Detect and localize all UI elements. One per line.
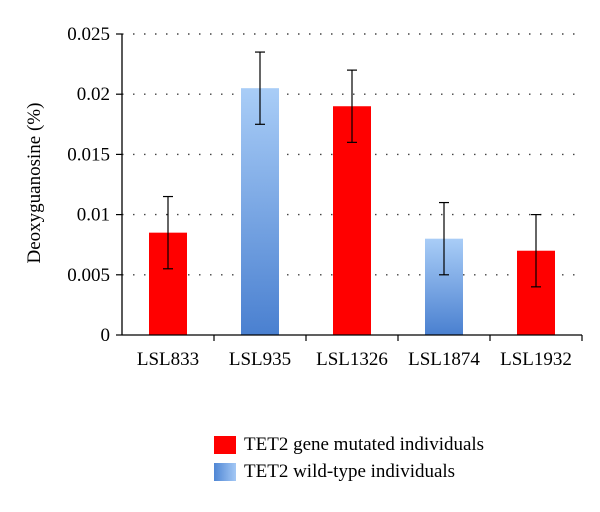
error-bars [163,51,541,288]
y-tick-label: 0.005 [67,265,110,286]
axes [116,33,583,341]
error-bar-lsl935 [255,51,265,125]
error-bar-lsl833 [163,195,173,270]
y-tick-labels: 0 0.005 0.01 0.015 0.02 0.025 [67,24,110,346]
y-tick-label: 0 [101,325,111,346]
x-tick-label: LSL935 [229,349,291,370]
legend: TET2 gene mutated individuals TET2 wild-… [214,431,484,485]
legend-swatch-mutated [214,435,236,454]
x-tick-label: LSL1874 [408,349,480,370]
x-tick-labels: LSL833 LSL935 LSL1326 LSL1874 LSL1932 [137,349,572,370]
x-tick-label: LSL1932 [500,349,572,370]
bar-lsl935 [241,88,279,336]
y-tick-label: 0.025 [67,24,110,45]
error-bar-lsl1932 [531,214,541,288]
x-tick-label: LSL833 [137,349,199,370]
bar-lsl1326 [333,106,371,336]
legend-item-mutated: TET2 gene mutated individuals [214,431,484,458]
y-tick-label: 0.015 [67,144,110,165]
x-tick-label: LSL1326 [316,349,388,370]
y-tick-label: 0.02 [77,84,110,105]
legend-label-wild-type: TET2 wild-type individuals [244,460,456,482]
legend-item-wild-type: TET2 wild-type individuals [214,458,484,485]
error-bar-lsl1874 [439,201,449,276]
y-axis-label: Deoxyguanosine (%) [24,103,45,264]
y-tick-label: 0.01 [77,205,110,226]
error-bar-lsl1326 [347,69,357,143]
legend-swatch-wild-type [214,462,236,481]
legend-label-mutated: TET2 gene mutated individuals [244,433,485,455]
